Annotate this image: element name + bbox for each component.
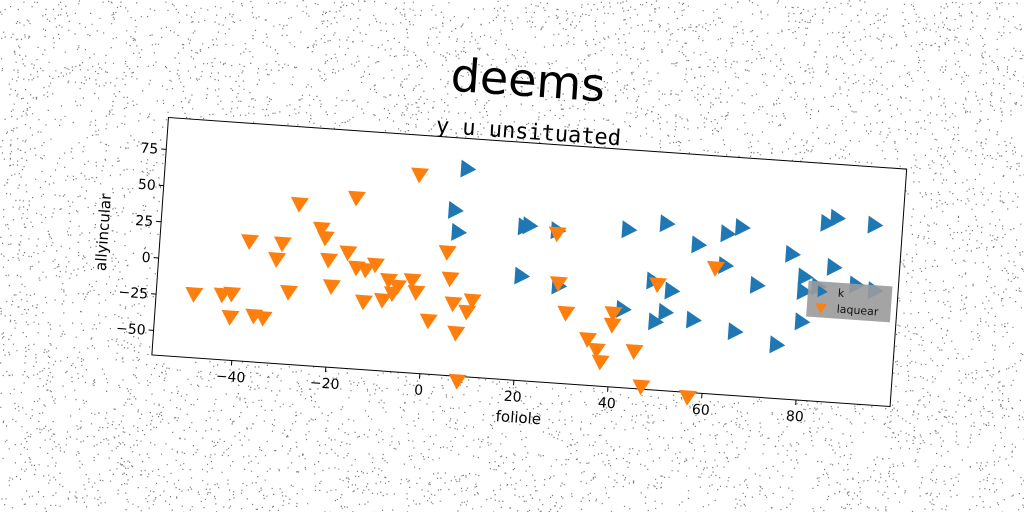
- y-tick-label: 50: [137, 177, 156, 194]
- data-point-series-1: [632, 379, 651, 396]
- legend-box: [806, 280, 893, 323]
- data-point-series-0: [867, 215, 884, 234]
- legend-marker: [815, 302, 827, 314]
- data-point-series-1: [706, 260, 725, 277]
- data-point-series-0: [820, 213, 837, 232]
- data-point-series-1: [411, 167, 430, 184]
- data-point-series-1: [380, 272, 399, 289]
- data-point-series-1: [185, 286, 204, 303]
- data-point-series-1: [548, 226, 567, 243]
- data-point-series-1: [357, 262, 376, 279]
- data-point-series-1: [603, 317, 622, 334]
- data-point-series-0: [514, 266, 531, 285]
- data-point-series-1: [448, 373, 467, 390]
- data-point-series-0: [794, 312, 811, 331]
- data-point-series-1: [679, 389, 697, 406]
- data-point-series-0: [734, 218, 751, 237]
- data-point-series-1: [463, 293, 482, 310]
- data-point-series-0: [797, 267, 814, 286]
- data-point-series-0: [648, 312, 664, 331]
- data-point-series-1: [403, 273, 422, 290]
- data-point-series-0: [718, 256, 735, 275]
- legend: k laquear: [806, 280, 893, 323]
- x-tick-label: 40: [597, 395, 616, 412]
- data-point-series-1: [625, 343, 644, 360]
- data-point-series-1: [290, 196, 309, 213]
- data-point-series-0: [720, 224, 737, 243]
- data-point-series-0: [727, 322, 744, 341]
- chart-title: deems: [449, 48, 607, 113]
- y-tick-label: 75: [140, 141, 159, 158]
- data-point-series-1: [447, 325, 466, 342]
- data-point-series-0: [796, 282, 813, 300]
- x-tick-label: 80: [785, 408, 804, 425]
- data-point-series-1: [441, 271, 460, 288]
- x-tick-label: −20: [309, 375, 340, 393]
- x-tick-label: 20: [503, 389, 522, 406]
- data-point-series-1: [591, 354, 610, 371]
- legend-label: laquear: [836, 303, 879, 319]
- data-point-series-1: [587, 342, 606, 359]
- data-point-series-0: [685, 310, 702, 329]
- data-point-series-1: [339, 245, 358, 262]
- data-point-series-0: [447, 200, 464, 219]
- data-point-series-0: [830, 208, 847, 227]
- data-point-series-1: [322, 279, 341, 295]
- data-point-series-0: [615, 299, 632, 318]
- data-point-series-0: [785, 244, 802, 263]
- data-point-series-1: [320, 252, 339, 269]
- legend-marker: [817, 285, 828, 298]
- data-point-series-1: [221, 309, 240, 326]
- data-point-series-1: [268, 252, 287, 268]
- data-point-series-1: [347, 190, 366, 207]
- data-point-series-1: [438, 244, 457, 261]
- y-tick-label: 0: [141, 250, 151, 267]
- data-point-series-1: [373, 292, 392, 309]
- data-point-series-0: [826, 257, 843, 276]
- data-point-series-1: [354, 294, 373, 311]
- data-point-series-1: [604, 306, 623, 322]
- data-point-series-1: [383, 286, 402, 303]
- data-point-series-0: [522, 216, 539, 235]
- x-axis-ticks: −40 −20 0 20 40 60 80: [215, 360, 804, 426]
- data-point-series-0: [691, 235, 708, 254]
- data-point-series-1: [444, 296, 463, 313]
- data-point-series-1: [316, 230, 335, 247]
- data-point-series-1: [579, 331, 598, 348]
- data-point-series-0: [769, 335, 786, 354]
- y-tick-label: 25: [135, 213, 154, 230]
- y-axis-ticks: −50 −25 0 25 50 75: [115, 141, 167, 339]
- legend-label: k: [837, 287, 845, 300]
- y-axis-label: allyincular: [92, 192, 115, 271]
- data-point-series-1: [241, 234, 260, 250]
- data-point-series-0: [659, 214, 676, 233]
- data-point-series-1: [419, 313, 438, 330]
- data-point-series-1: [254, 310, 273, 327]
- y-tick-label: −25: [118, 285, 149, 303]
- x-tick-label: 60: [691, 402, 710, 419]
- data-point-series-1: [649, 277, 668, 294]
- x-tick-label: −40: [215, 368, 246, 386]
- data-point-series-1: [312, 221, 331, 238]
- x-axis-label: foliole: [495, 407, 542, 428]
- data-point-series-1: [273, 236, 292, 253]
- plot-area: −40 −20 0 20 40 60 80 −50 −25 0 25 50 75 foliole al…: [92, 116, 908, 428]
- data-point-series-0: [658, 302, 675, 321]
- data-point-series-0: [451, 222, 468, 241]
- data-point-series-0: [664, 281, 681, 300]
- plot-frame: [151, 116, 908, 408]
- data-point-series-1: [366, 257, 385, 274]
- data-point-series-1: [280, 284, 299, 301]
- data-point-series-1: [223, 286, 242, 303]
- data-point-series-1: [549, 276, 568, 293]
- data-point-series-0: [460, 159, 477, 178]
- data-point-series-1: [407, 285, 426, 301]
- y-tick-label: −50: [115, 321, 146, 339]
- data-point-series-1: [557, 305, 576, 322]
- data-point-series-0: [749, 275, 766, 294]
- x-tick-label: 0: [414, 382, 424, 399]
- data-point-series-0: [621, 220, 638, 239]
